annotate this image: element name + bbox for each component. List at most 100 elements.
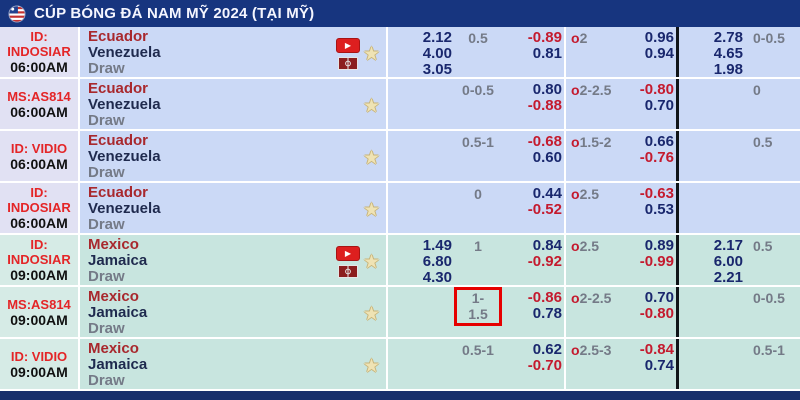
away-team[interactable]: Jamaica: [88, 252, 148, 269]
over-odds[interactable]: -0.80: [639, 81, 674, 98]
handicap-line-column: 1-1.5: [454, 287, 502, 337]
secondary-odds-away[interactable]: 6.00: [713, 253, 743, 270]
handicap-odds-away[interactable]: -0.52: [527, 201, 562, 218]
teams-cell: Ecuador Venezuela Draw ▶ ★: [80, 79, 388, 129]
row-icons: ▶ ★: [335, 237, 380, 285]
team-list: Mexico Jamaica Draw: [88, 341, 147, 389]
handicap-odds-away[interactable]: 0.78: [532, 305, 562, 322]
odds-1x2-home[interactable]: 1.49: [422, 237, 452, 254]
away-team[interactable]: Jamaica: [88, 356, 148, 373]
under-odds[interactable]: 0.70: [644, 97, 674, 114]
teams-cell: Mexico Jamaica Draw ▶ ★: [80, 235, 388, 285]
match-time: 09:00AM: [10, 311, 68, 328]
league-title: CÚP BÓNG ĐÁ NAM MỸ 2024 (TẠI MỸ): [34, 5, 315, 22]
under-odds[interactable]: 0.74: [644, 357, 674, 374]
draw-label[interactable]: Draw: [88, 112, 125, 129]
under-odds[interactable]: 0.94: [644, 45, 674, 62]
team-list: Mexico Jamaica Draw: [88, 289, 147, 337]
total-line: o2.5: [571, 238, 599, 254]
draw-label[interactable]: Draw: [88, 164, 125, 181]
draw-label[interactable]: Draw: [88, 268, 125, 285]
away-team[interactable]: Venezuela: [88, 44, 161, 61]
handicap-odds-column: 0.62 -0.70: [502, 339, 564, 389]
black-divider: [676, 131, 679, 181]
video-stream-icon[interactable]: ▶: [335, 38, 360, 53]
handicap-odds-away[interactable]: -0.88: [527, 97, 562, 114]
over-odds[interactable]: 0.66: [644, 133, 674, 150]
handicap-odds-away[interactable]: -0.92: [527, 253, 562, 270]
draw-label[interactable]: Draw: [88, 60, 125, 77]
channel-id-line2: INDOSIAR: [7, 252, 71, 267]
favorite-star-icon[interactable]: ★: [362, 199, 380, 221]
secondary-handicap-line: 0-0.5: [753, 290, 785, 306]
handicap-odds-home[interactable]: 0.44: [532, 185, 562, 202]
draw-label[interactable]: Draw: [88, 216, 125, 233]
draw-label[interactable]: Draw: [88, 320, 125, 337]
home-team[interactable]: Mexico: [88, 236, 139, 253]
handicap-odds-home[interactable]: -0.89: [527, 29, 562, 46]
match-row: ID: VIDIO 06:00AM Ecuador Venezuela Draw…: [0, 131, 800, 183]
favorite-star-icon[interactable]: ★: [362, 251, 380, 273]
pitch-icon[interactable]: [337, 265, 358, 278]
home-team[interactable]: Mexico: [88, 340, 139, 357]
over-odds[interactable]: 0.89: [644, 237, 674, 254]
pitch-icon[interactable]: [337, 57, 358, 70]
odds-1x2-column: [388, 131, 454, 181]
away-team[interactable]: Venezuela: [88, 96, 161, 113]
under-odds[interactable]: 0.53: [644, 201, 674, 218]
handicap-odds-away[interactable]: 0.81: [532, 45, 562, 62]
secondary-odds-draw[interactable]: 1.98: [713, 61, 743, 78]
row-icons: ▶ ★: [336, 133, 380, 181]
secondary-odds-draw[interactable]: 2.21: [713, 269, 743, 286]
total-odds-column: -0.63 0.53: [618, 183, 676, 233]
home-team[interactable]: Ecuador: [88, 132, 149, 149]
handicap-odds-home[interactable]: 0.84: [532, 237, 562, 254]
favorite-star-icon[interactable]: ★: [362, 355, 380, 377]
handicap-odds-away[interactable]: -0.70: [527, 357, 562, 374]
column-divider: [564, 287, 566, 337]
away-team[interactable]: Jamaica: [88, 304, 148, 321]
match-id-cell: ID: INDOSIAR 09:00AM: [0, 235, 80, 285]
secondary-odds-home[interactable]: 2.17: [713, 237, 743, 254]
favorite-star-icon[interactable]: ★: [362, 43, 380, 65]
match-time: 09:00AM: [10, 363, 68, 380]
handicap-odds-column: -0.89 0.81: [502, 27, 564, 77]
under-odds[interactable]: -0.99: [639, 253, 674, 270]
match-time: 06:00AM: [10, 155, 68, 172]
teams-cell: Mexico Jamaica Draw ▶ ★: [80, 287, 388, 337]
home-team[interactable]: Ecuador: [88, 184, 149, 201]
secondary-line-column: 0-0.5: [747, 287, 800, 337]
odds-1x2-away[interactable]: 4.00: [422, 45, 452, 62]
home-team[interactable]: Ecuador: [88, 80, 149, 97]
favorite-star-icon[interactable]: ★: [362, 95, 380, 117]
handicap-odds-home[interactable]: -0.68: [527, 133, 562, 150]
match-time: 06:00AM: [10, 215, 68, 231]
favorite-star-icon[interactable]: ★: [362, 147, 380, 169]
under-odds[interactable]: -0.80: [639, 305, 674, 322]
over-odds[interactable]: 0.96: [644, 29, 674, 46]
odds-1x2-draw[interactable]: 3.05: [422, 61, 452, 78]
away-team[interactable]: Venezuela: [88, 200, 161, 217]
over-odds[interactable]: 0.70: [644, 289, 674, 306]
home-team[interactable]: Ecuador: [88, 28, 149, 45]
odds-1x2-home[interactable]: 2.12: [422, 29, 452, 46]
odds-1x2-away[interactable]: 6.80: [422, 253, 452, 270]
over-odds[interactable]: -0.84: [639, 341, 674, 358]
match-row: ID: VIDIO 09:00AM Mexico Jamaica Draw ▶: [0, 339, 800, 391]
home-team[interactable]: Mexico: [88, 288, 139, 305]
favorite-star-icon[interactable]: ★: [362, 303, 380, 325]
odds-1x2-column: 1.49 6.80 4.30: [388, 235, 454, 286]
under-odds[interactable]: -0.76: [639, 149, 674, 166]
handicap-odds-away[interactable]: 0.60: [532, 149, 562, 166]
over-odds[interactable]: -0.63: [639, 185, 674, 202]
away-team[interactable]: Venezuela: [88, 148, 161, 165]
draw-label[interactable]: Draw: [88, 372, 125, 389]
video-stream-icon[interactable]: ▶: [335, 246, 360, 261]
odds-1x2-draw[interactable]: 4.30: [422, 269, 452, 286]
handicap-odds-home[interactable]: 0.80: [532, 81, 562, 98]
secondary-odds-away[interactable]: 4.65: [713, 45, 743, 62]
handicap-odds-home[interactable]: -0.86: [527, 289, 562, 306]
secondary-odds-home[interactable]: 2.78: [713, 29, 743, 46]
us-flag-icon: [8, 4, 26, 23]
handicap-odds-home[interactable]: 0.62: [532, 341, 562, 358]
